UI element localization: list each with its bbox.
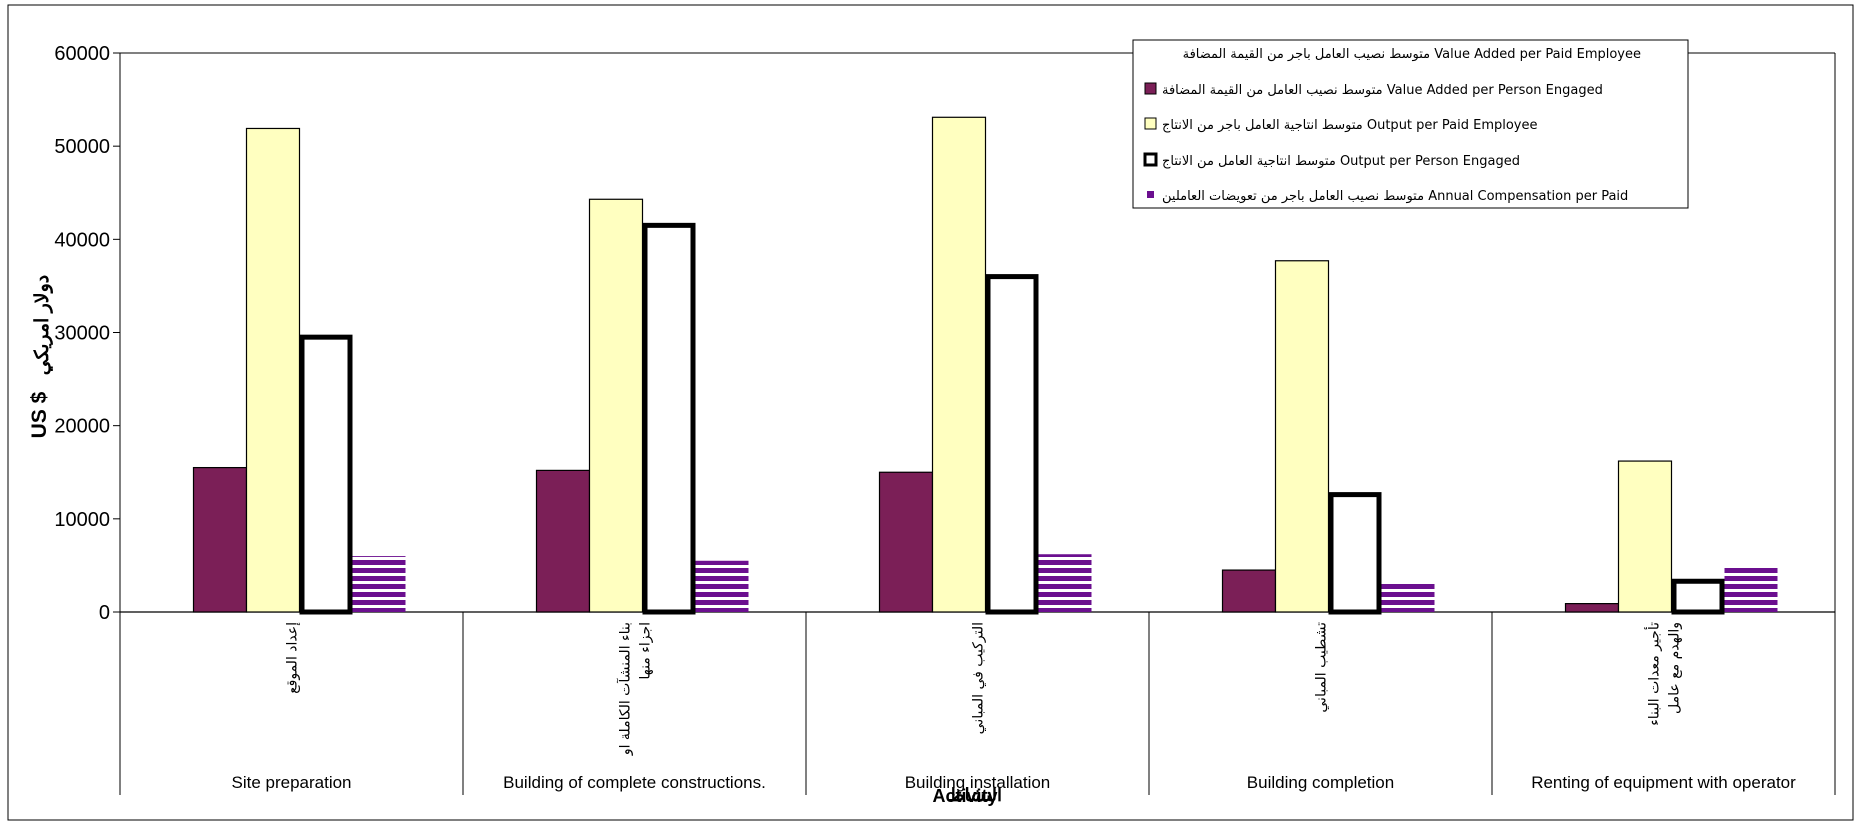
x-axis-title-en: Activity	[932, 786, 997, 806]
bar-value-added-person	[192, 466, 248, 613]
bar-output-person-engaged	[299, 334, 353, 615]
bar-compensation-paid	[1724, 567, 1778, 612]
y-tick-label: 40000	[54, 229, 110, 251]
y-axis-title-en: US $	[28, 391, 51, 438]
bar-output-person-engaged	[985, 274, 1039, 615]
legend-label: متوسط انتاجية العامل باجر من الانتاج Out…	[1162, 118, 1538, 133]
y-tick-label: 0	[99, 602, 110, 624]
y-tick-label: 60000	[54, 43, 110, 65]
category-label-en: Building completion	[1247, 773, 1394, 792]
bar-output-person-engaged	[1328, 492, 1382, 615]
category-label-ar: والهدم مع عامل	[1667, 622, 1683, 714]
bar-compensation-paid	[352, 556, 406, 612]
bar-value-added-person	[535, 469, 591, 613]
y-axis-title-ar: دولار امريكي	[32, 275, 54, 375]
y-tick-label: 50000	[54, 136, 110, 158]
bar-output-paid-employee	[1617, 460, 1673, 613]
category-label-ar: اجزاء منها	[638, 622, 654, 680]
legend-label: متوسط انتاجية العامل من الانتاج Output p…	[1162, 154, 1520, 169]
y-tick-label: 10000	[54, 509, 110, 531]
legend-swatch-output-paid-employee	[1144, 117, 1157, 130]
bar-compensation-paid	[695, 560, 749, 612]
legend-swatch-output-person-engaged	[1143, 152, 1158, 167]
bar-output-person-engaged	[642, 222, 696, 615]
legend-swatch-value-added-person	[1144, 82, 1157, 95]
y-tick-label: 20000	[54, 416, 110, 438]
legend-box	[1132, 39, 1689, 209]
chart-frame	[7, 4, 1854, 821]
y-tick-label: 30000	[54, 323, 110, 345]
category-label-ar: تشطيب المباني	[1314, 622, 1330, 713]
bar-output-paid-employee	[931, 116, 987, 613]
bar-value-added-person	[878, 471, 934, 613]
legend-label: متوسط نصيب العامل من القيمة المضافة Valu…	[1162, 83, 1603, 98]
category-label-ar: تأجير معدات البناء	[1644, 622, 1663, 726]
bar-value-added-person	[1564, 603, 1620, 613]
bar-output-person-engaged	[1671, 578, 1725, 615]
bar-output-paid-employee	[588, 198, 644, 613]
bar-output-paid-employee	[1274, 260, 1330, 613]
legend-label: متوسط نصيب العامل باجر من تعويضات العامل…	[1162, 189, 1628, 204]
category-label-en: Building installation	[905, 773, 1051, 792]
bar-value-added-person	[1221, 569, 1277, 613]
category-label-ar: التركيب في المباني	[971, 622, 987, 734]
bar-output-paid-employee	[245, 127, 301, 613]
x-axis-title-ar: النشاط	[948, 785, 1002, 805]
category-label-en: Building of complete constructions.	[503, 773, 766, 792]
category-label-ar: بناء المنشآت الكاملة او	[617, 622, 634, 756]
bar-compensation-paid	[1038, 554, 1092, 612]
category-label-en: Renting of equipment with operator	[1531, 773, 1796, 792]
bar-compensation-paid	[1381, 582, 1435, 612]
category-label-ar: إعداد الموقع	[285, 622, 301, 694]
category-label-en: Site preparation	[231, 773, 351, 792]
legend-header: متوسط نصيب العامل باجر من القيمة المضافة…	[1183, 47, 1641, 62]
legend-swatch-compensation-paid	[1147, 191, 1154, 198]
